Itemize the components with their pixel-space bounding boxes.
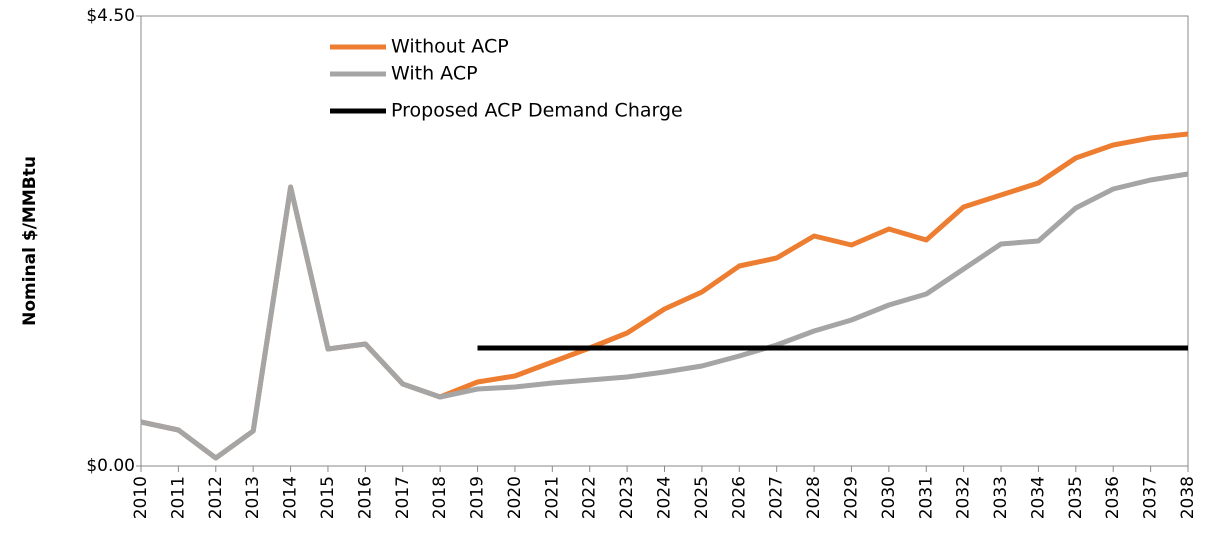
- x-tick-label: 2018: [430, 476, 450, 519]
- x-tick-label: 2011: [168, 476, 188, 519]
- x-tick-label: 2023: [617, 476, 637, 519]
- y-tick-label: $0.00: [86, 456, 135, 476]
- x-tick-label: 2019: [468, 476, 488, 519]
- series-line: [140, 171, 1189, 461]
- y-tick-label: $4.50: [86, 6, 135, 26]
- x-tick-label: 2026: [729, 476, 749, 519]
- x-tick-label: 2027: [767, 476, 787, 519]
- x-tick-label: 2024: [655, 476, 675, 519]
- x-tick-label: 2037: [1141, 476, 1161, 519]
- x-tick-label: 2036: [1103, 476, 1123, 519]
- x-tick-label: 2015: [318, 476, 338, 519]
- x-tick-label: 2038: [1178, 476, 1198, 519]
- legend-label: With ACP: [391, 63, 478, 85]
- x-tick-label: 2021: [542, 476, 562, 519]
- x-tick-label: 2017: [393, 476, 413, 519]
- legend-label: Proposed ACP Demand Charge: [391, 100, 683, 122]
- x-tick-label: 2022: [580, 476, 600, 519]
- x-tick-label: 2034: [1028, 476, 1048, 519]
- x-tick-label: 2014: [281, 476, 301, 519]
- series-line: [140, 131, 1189, 461]
- x-tick-label: 2016: [355, 476, 375, 519]
- x-tick-label: 2033: [991, 476, 1011, 519]
- x-tick-label: 2020: [505, 476, 525, 519]
- x-tick-label: 2012: [206, 476, 226, 519]
- legend-label: Without ACP: [391, 36, 509, 58]
- x-tick-label: 2010: [131, 476, 151, 519]
- x-tick-label: 2029: [841, 476, 861, 519]
- x-tick-label: 2031: [916, 476, 936, 519]
- x-tick-label: 2035: [1066, 476, 1086, 519]
- y-axis-title: Nominal $/MMBtu: [20, 156, 40, 326]
- x-tick-label: 2025: [692, 476, 712, 519]
- x-tick-label: 2013: [243, 476, 263, 519]
- x-tick-label: 2030: [879, 476, 899, 519]
- x-tick-label: 2028: [804, 476, 824, 519]
- x-tick-label: 2032: [954, 476, 974, 519]
